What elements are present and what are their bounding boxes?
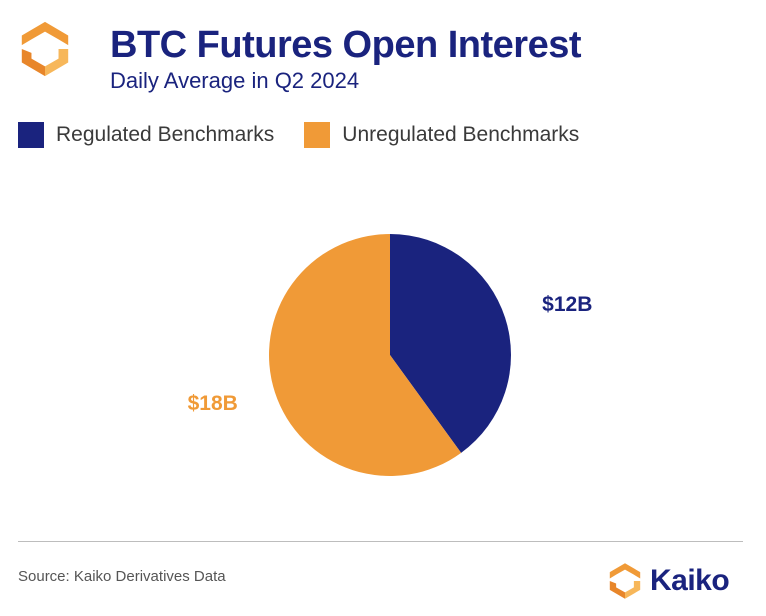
brand-name: Kaiko (650, 564, 730, 597)
legend-swatch-regulated (18, 122, 44, 148)
legend-item-unregulated: Unregulated Benchmarks (304, 122, 579, 148)
pie-slice-regulated (390, 234, 511, 453)
source-note: Source: Kaiko Derivatives Data (18, 568, 226, 585)
footer-divider (18, 541, 743, 542)
chart-subtitle: Daily Average in Q2 2024 (110, 68, 360, 93)
data-label-unregulated: $18B (188, 392, 238, 415)
chart-title: BTC Futures Open Interest (110, 24, 582, 66)
legend-item-regulated: Regulated Benchmarks (18, 122, 274, 148)
brand-logo: Kaiko (606, 562, 730, 600)
pie-slice-unregulated (268, 234, 462, 477)
kaiko-logo-icon (21, 21, 69, 77)
data-label-regulated: $12B (542, 293, 592, 316)
kaiko-brand-icon (609, 563, 641, 599)
legend-label-regulated: Regulated Benchmarks (56, 123, 275, 146)
legend-label-unregulated: Unregulated Benchmarks (342, 123, 580, 146)
legend-swatch-unregulated (304, 122, 331, 148)
chart-legend: Regulated Benchmarks Unregulated Benchma… (18, 122, 609, 148)
